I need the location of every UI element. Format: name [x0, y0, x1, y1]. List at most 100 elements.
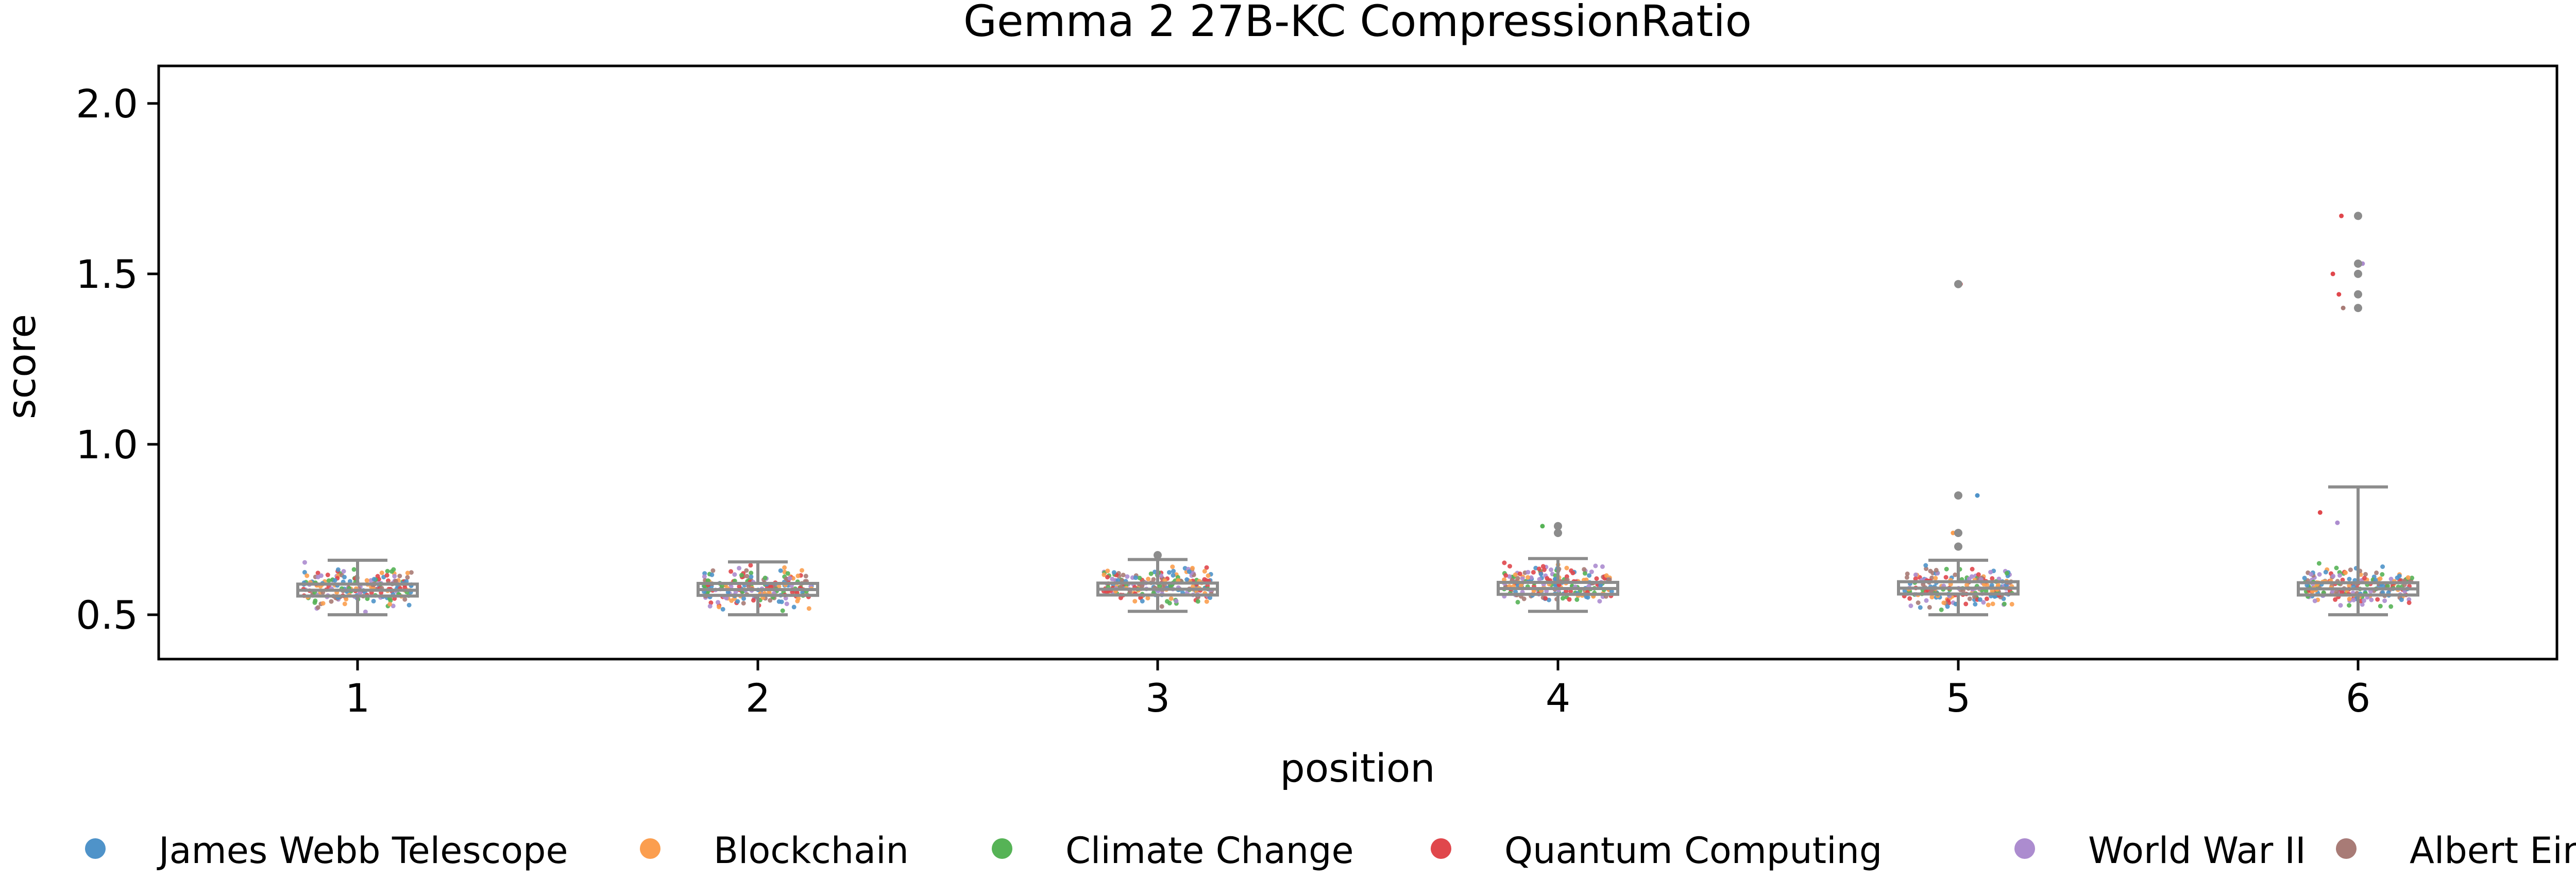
- strip-point-extreme: [2335, 520, 2340, 525]
- strip-point: [1202, 568, 1207, 574]
- strip-point: [2340, 577, 2345, 582]
- strip-point: [2362, 576, 2367, 581]
- strip-point: [2388, 604, 2394, 609]
- strip-point: [787, 576, 792, 581]
- y-tick-label: 2.0: [76, 81, 138, 127]
- strip-point: [347, 579, 352, 584]
- strip-point: [1587, 573, 1592, 578]
- strip-point: [702, 574, 707, 579]
- strip-point: [379, 571, 384, 575]
- strip-point: [762, 575, 768, 580]
- legend-item: Albert Einstein: [2336, 830, 2576, 872]
- strip-point: [2380, 583, 2385, 589]
- strip-point: [1570, 571, 1575, 576]
- strip-point: [1943, 575, 1948, 580]
- strip-point: [1167, 570, 1172, 575]
- x-tick-label: 6: [2346, 675, 2370, 721]
- strip-point: [791, 605, 796, 610]
- strip-point: [1913, 572, 1918, 577]
- plot-frame: [157, 64, 2558, 661]
- box-outlier: [2354, 260, 2362, 268]
- strip-point: [741, 601, 746, 606]
- strip-point-extreme: [1951, 530, 1956, 536]
- strip-point: [1515, 599, 1520, 605]
- strip-point: [749, 571, 754, 576]
- y-axis-label: score: [0, 314, 44, 419]
- strip-point: [716, 600, 720, 605]
- strip-point: [749, 574, 754, 579]
- strip-point: [1918, 605, 1923, 610]
- strip-point: [1526, 570, 1531, 575]
- strip-point: [1941, 600, 1946, 606]
- legend-marker: [992, 838, 1012, 859]
- legend-item: Quantum Computing: [1431, 830, 1882, 872]
- strip-point: [320, 601, 326, 606]
- strip-point: [2399, 597, 2404, 602]
- strip-point: [1105, 568, 1110, 574]
- box-outlier: [1154, 551, 1162, 560]
- box-outlier: [2354, 212, 2362, 220]
- strip-point: [776, 599, 782, 604]
- strip-point: [1118, 595, 1123, 600]
- strip-point: [1593, 563, 1598, 568]
- strip-point: [1101, 572, 1107, 577]
- strip-point: [2382, 598, 2387, 603]
- strip-point: [794, 590, 800, 595]
- box-outlier: [2354, 269, 2362, 278]
- legend: James Webb Telescope Blockchain Climate Ch…: [85, 830, 2576, 872]
- strip-point: [2334, 565, 2339, 571]
- strip-point: [1204, 565, 1209, 570]
- strip-point: [393, 579, 398, 583]
- strip-point: [1549, 567, 1553, 572]
- box-plot-3: [1096, 551, 1219, 613]
- strip-point: [387, 601, 393, 607]
- strip-point: [2002, 601, 2007, 607]
- strip-point: [2347, 583, 2352, 588]
- legend-item: World War II: [2014, 830, 2306, 872]
- strip-point: [800, 568, 804, 573]
- legend-label: Blockchain: [714, 830, 909, 872]
- strip-point: [342, 575, 347, 580]
- strip-point: [1204, 599, 1209, 604]
- strip-point: [1519, 583, 1523, 588]
- strip-point: [2388, 577, 2394, 581]
- strip-point: [325, 573, 330, 577]
- strip-point: [1939, 607, 1944, 612]
- strip-point: [2348, 567, 2353, 573]
- legend-marker: [1431, 838, 1451, 859]
- strip-point: [1159, 604, 1164, 609]
- strip-point: [2375, 597, 2380, 602]
- strip-point: [1953, 572, 1958, 577]
- strip-point: [302, 560, 307, 565]
- strip-point-extreme: [2330, 271, 2335, 277]
- strip-point: [385, 568, 390, 574]
- legend-marker: [2014, 838, 2035, 859]
- box-plot-1: [296, 559, 419, 616]
- strip-point: [2369, 597, 2374, 602]
- strip-point: [768, 584, 773, 589]
- strip-point: [1582, 571, 1587, 576]
- y-tick-label: 0.5: [76, 592, 138, 638]
- x-axis-label: position: [1280, 745, 1435, 791]
- strip-point: [1988, 570, 1993, 575]
- strip-point: [404, 579, 409, 584]
- x-tick-label: 5: [1946, 675, 1971, 721]
- box-plot-6: [2297, 212, 2419, 616]
- strip-point: [791, 576, 795, 581]
- strip-point: [1985, 582, 1990, 588]
- y-tick-label: 1.5: [76, 251, 138, 297]
- strip-point: [1140, 599, 1145, 603]
- strip-point: [2347, 596, 2352, 601]
- strip-point: [1190, 565, 1195, 571]
- strip-point: [2374, 570, 2379, 575]
- strip-point: [1515, 576, 1520, 581]
- strip-point: [1972, 594, 1977, 599]
- strip-point: [1598, 582, 1603, 588]
- strip-point: [1984, 596, 1989, 601]
- box-outlier: [1954, 491, 1962, 500]
- strip-point: [1137, 576, 1142, 580]
- strip-point: [1531, 570, 1536, 575]
- strip-point: [329, 599, 334, 604]
- strip-point: [2360, 602, 2365, 607]
